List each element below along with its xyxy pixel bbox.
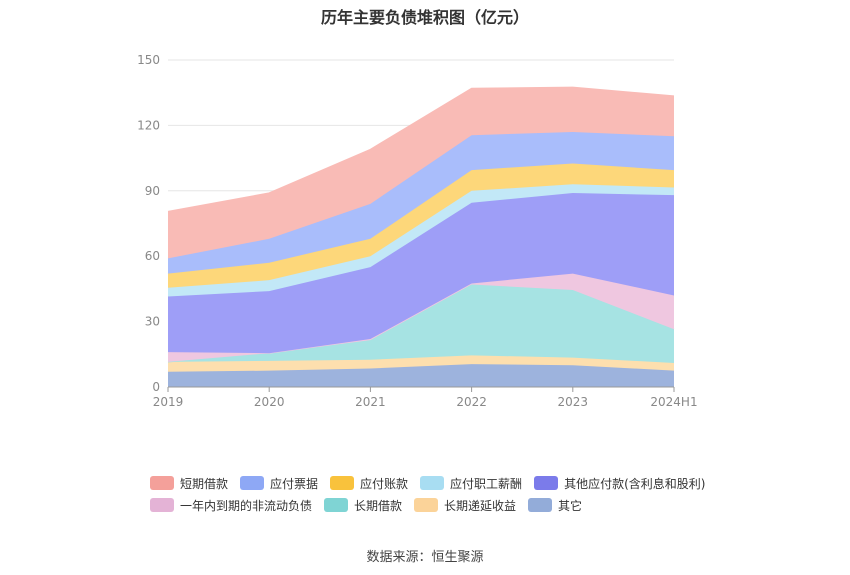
- x-tick-label: 2021: [355, 395, 386, 409]
- area-series-edge-8: [167, 86, 675, 213]
- legend-item[interactable]: 其他应付款(含利息和股利): [534, 475, 705, 492]
- legend-label: 长期借款: [354, 498, 403, 513]
- legend-swatch: [420, 476, 445, 490]
- legend-label: 应付职工薪酬: [450, 476, 523, 491]
- legend-row-1: 短期借款 应付票据 应付账款 应付职工薪酬 其他应付款(含利息和股利): [150, 472, 730, 494]
- area-series-2: [168, 284, 674, 364]
- legend-item[interactable]: 其它: [528, 497, 582, 514]
- data-source-note: 数据来源：恒生聚源: [366, 550, 484, 565]
- area-series-4: [168, 192, 674, 354]
- legend-swatch: [324, 498, 349, 512]
- area-series-8: [168, 87, 674, 259]
- chart-title: 历年主要负债堆积图（亿元）: [320, 8, 529, 27]
- legend-label: 其它: [558, 498, 583, 513]
- legend-label: 应付票据: [270, 476, 319, 491]
- legend-swatch: [414, 498, 439, 512]
- area-series-5: [168, 184, 674, 297]
- x-tick-label: 2022: [456, 395, 487, 409]
- x-tick-label: 2019: [153, 395, 184, 409]
- y-tick-label: 90: [145, 184, 160, 198]
- legend-label: 其他应付款(含利息和股利): [564, 476, 706, 491]
- legend-item[interactable]: 应付票据: [240, 475, 318, 492]
- y-tick-label: 0: [152, 380, 160, 394]
- legend-swatch: [330, 476, 355, 490]
- area-series-1: [168, 355, 674, 372]
- area-series-edge-4: [167, 192, 675, 298]
- y-tick-label: 150: [137, 53, 160, 67]
- y-tick-label: 30: [145, 315, 160, 329]
- x-tick-label: 2023: [558, 395, 589, 409]
- legend-item[interactable]: 应付账款: [330, 475, 408, 492]
- legend-item[interactable]: 长期递延收益: [414, 497, 516, 514]
- legend-swatch: [528, 498, 553, 512]
- legend-row-2: 一年内到期的非流动负债 长期借款 长期递延收益 其它: [150, 494, 730, 516]
- legend-label: 短期借款: [180, 476, 229, 491]
- legend-swatch: [240, 476, 265, 490]
- legend: 短期借款 应付票据 应付账款 应付职工薪酬 其他应付款(含利息和股利) 一年内到期的非流…: [150, 472, 730, 516]
- x-tick-label: 2024H1: [650, 395, 697, 409]
- legend-item[interactable]: 一年内到期的非流动负债: [150, 497, 312, 514]
- legend-swatch: [534, 476, 559, 490]
- y-tick-label: 120: [137, 118, 160, 132]
- area-series-7: [168, 131, 674, 274]
- legend-swatch: [150, 476, 174, 490]
- legend-label: 一年内到期的非流动负债: [180, 498, 313, 513]
- legend-label: 长期递延收益: [444, 498, 517, 513]
- legend-item[interactable]: 长期借款: [324, 497, 402, 514]
- x-tick-label: 2020: [254, 395, 285, 409]
- legend-swatch: [150, 498, 174, 512]
- y-tick-label: 60: [145, 249, 160, 263]
- legend-item[interactable]: 短期借款: [150, 475, 228, 492]
- legend-label: 应付账款: [360, 476, 409, 491]
- legend-item[interactable]: 应付职工薪酬: [420, 475, 522, 492]
- area-series-0: [168, 364, 674, 387]
